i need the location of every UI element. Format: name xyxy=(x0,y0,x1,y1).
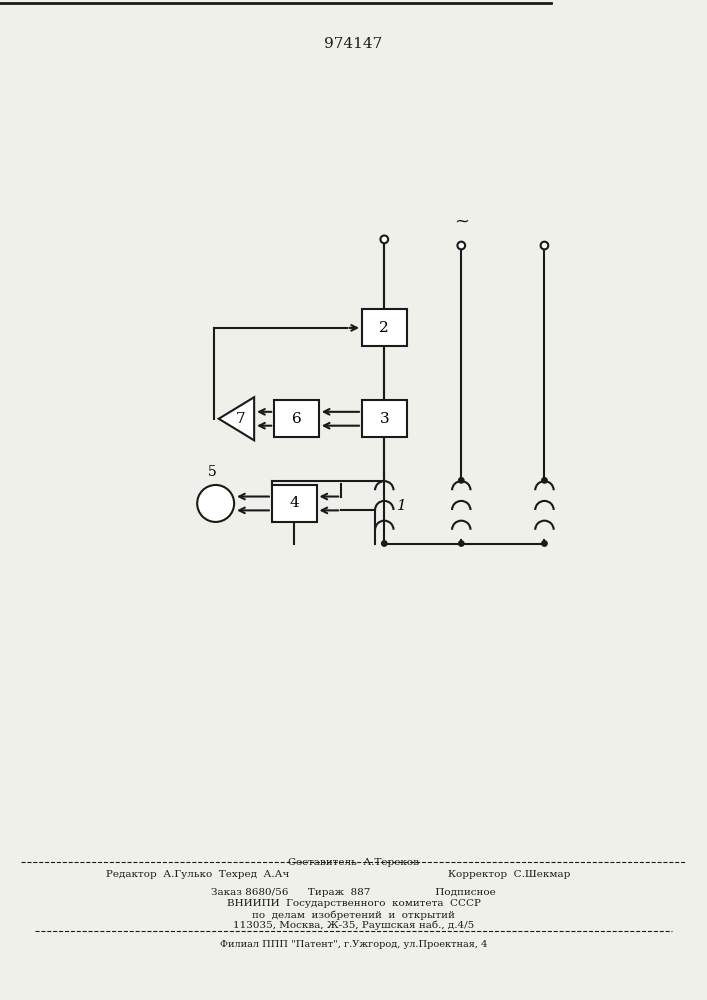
Circle shape xyxy=(382,541,387,546)
Circle shape xyxy=(542,478,547,483)
Text: ~: ~ xyxy=(454,212,469,230)
Circle shape xyxy=(459,478,464,483)
Text: 3: 3 xyxy=(380,412,389,426)
Text: 1: 1 xyxy=(397,499,407,513)
Text: Заказ 8680/56      Тираж  887                    Подписное: Заказ 8680/56 Тираж 887 Подписное xyxy=(211,888,496,897)
Bar xyxy=(362,400,407,437)
Text: 4: 4 xyxy=(289,496,299,510)
Text: 113035, Москва, Ж-35, Раушская наб., д.4/5: 113035, Москва, Ж-35, Раушская наб., д.4… xyxy=(233,921,474,930)
Text: ВНИИПИ  Государственного  комитета  СССР: ВНИИПИ Государственного комитета СССР xyxy=(226,899,481,908)
Bar xyxy=(274,400,319,437)
Text: 974147: 974147 xyxy=(325,37,382,51)
Polygon shape xyxy=(218,397,254,440)
Text: Составитель  А.Тереков: Составитель А.Тереков xyxy=(288,858,419,867)
Circle shape xyxy=(541,242,549,249)
Circle shape xyxy=(380,235,388,243)
Bar xyxy=(362,309,407,346)
Circle shape xyxy=(197,485,234,522)
Bar xyxy=(272,485,317,522)
Text: 5: 5 xyxy=(208,465,217,479)
Text: 2: 2 xyxy=(380,321,389,335)
Text: Редактор  А.Гулько  Техред  А.Ач: Редактор А.Гулько Техред А.Ач xyxy=(106,870,290,879)
Text: 6: 6 xyxy=(291,412,301,426)
Circle shape xyxy=(459,541,464,546)
Text: по  делам  изобретений  и  открытий: по делам изобретений и открытий xyxy=(252,910,455,920)
Circle shape xyxy=(542,541,547,546)
Text: Корректор  С.Шекмар: Корректор С.Шекмар xyxy=(448,870,571,879)
Text: 7: 7 xyxy=(235,412,245,426)
Text: Филиал ППП "Патент", г.Ужгород, ул.Проектная, 4: Филиал ППП "Патент", г.Ужгород, ул.Проек… xyxy=(220,940,487,949)
Circle shape xyxy=(457,242,465,249)
